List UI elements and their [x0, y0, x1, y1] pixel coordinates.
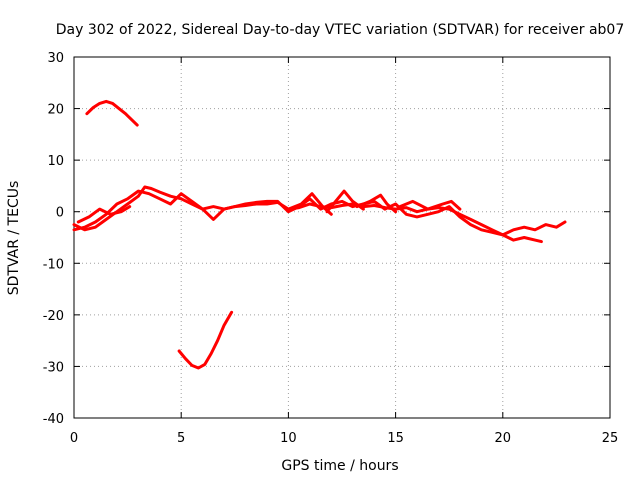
series-line-spike-1: [286, 192, 333, 216]
x-tick-label: 20: [495, 431, 512, 446]
series-group: [72, 99, 567, 370]
x-tick-label: 10: [280, 431, 297, 446]
series-line-band-b: [72, 189, 543, 244]
x-tick-label: 0: [70, 431, 78, 446]
y-tick-label: 20: [47, 103, 64, 118]
y-tick-label: 0: [56, 206, 64, 221]
x-axis-label: GPS time / hours: [281, 458, 398, 474]
y-tick-label: -20: [43, 309, 64, 324]
y-tick-label: -40: [43, 412, 64, 427]
series-line-wave-left: [76, 205, 132, 224]
series-line-spike-4: [398, 199, 462, 211]
y-tick-label: -10: [43, 257, 64, 272]
x-tick-label: 15: [387, 431, 404, 446]
series-line-arc-lower: [177, 310, 234, 370]
x-tick-label: 25: [602, 431, 619, 446]
plot-frame: [73, 56, 611, 419]
y-tick-label: 10: [47, 154, 64, 169]
y-axis-label: SDTVAR / TECUs: [6, 181, 22, 296]
grid: [74, 57, 610, 418]
series-line-spike-3: [355, 193, 398, 214]
x-tick-label: 5: [177, 431, 185, 446]
chart-title: Day 302 of 2022, Sidereal Day-to-day VTE…: [56, 22, 625, 38]
axis-ticks: 0 5 10 15 20 25 -40 -30 -20 -10 0 10 20 30: [43, 51, 619, 446]
series-line-spike-2: [325, 189, 365, 214]
y-tick-label: -30: [43, 360, 64, 375]
y-tick-label: 30: [47, 51, 64, 66]
series-line-arc-upper: [85, 99, 139, 127]
